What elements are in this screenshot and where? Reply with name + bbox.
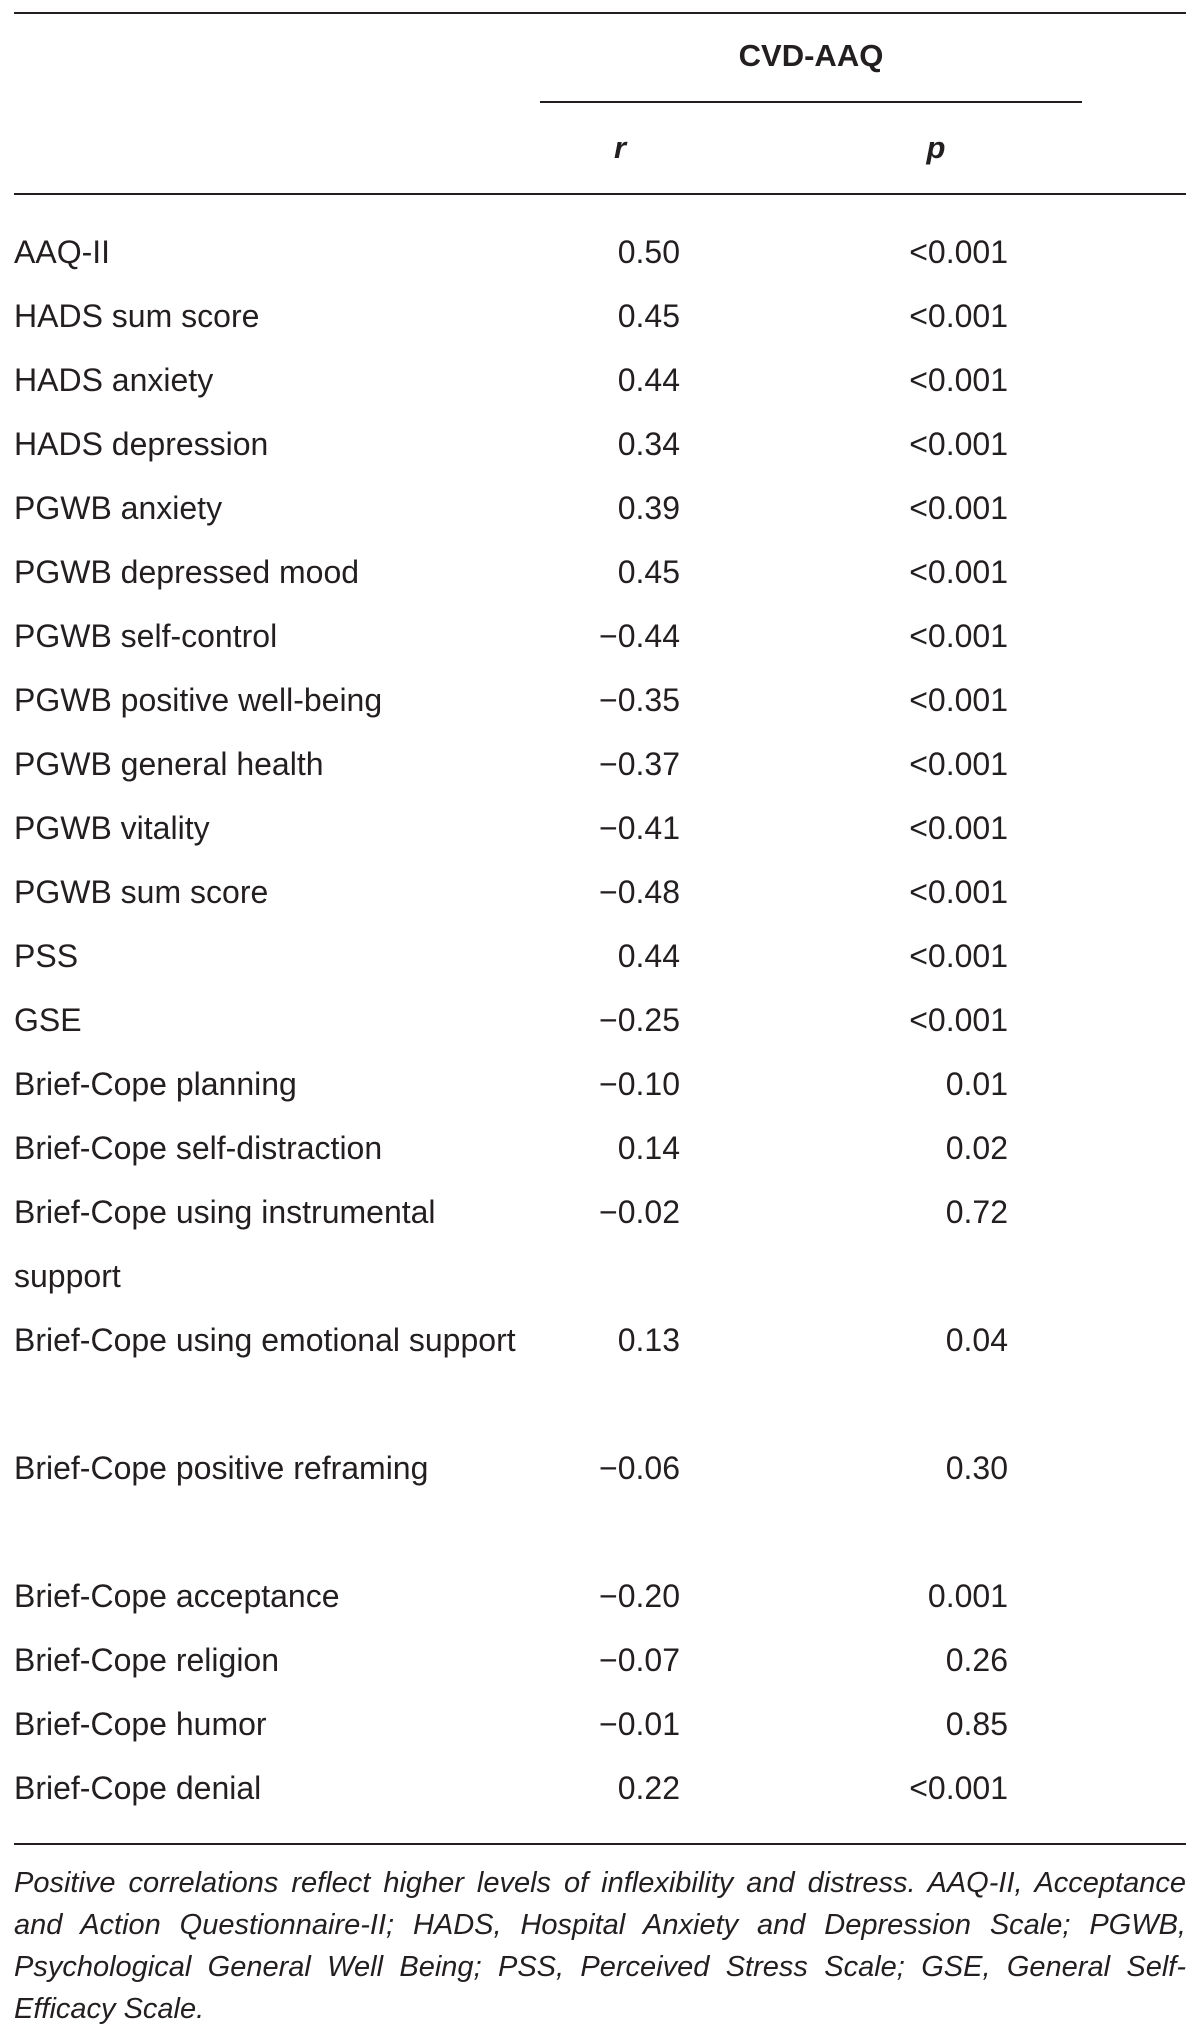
row-label: PGWB depressed mood bbox=[14, 554, 360, 590]
cell-p: 0.02 bbox=[945, 1130, 1008, 1166]
row-label: Brief-Cope denial bbox=[14, 1770, 262, 1806]
cell-r: 0.34 bbox=[617, 426, 680, 462]
cell-p: <0.001 bbox=[909, 938, 1008, 974]
row-label: Brief-Cope planning bbox=[14, 1066, 297, 1102]
table-row: Brief-Cope planning −0.10 0.01 bbox=[0, 1052, 1200, 1116]
table-row: HADS sum score 0.45 <0.001 bbox=[0, 284, 1200, 348]
cell-r: 0.13 bbox=[617, 1322, 680, 1358]
table-row: PSS 0.44 <0.001 bbox=[0, 924, 1200, 988]
cell-r: −0.02 bbox=[599, 1194, 680, 1230]
cell-r: 0.45 bbox=[617, 298, 680, 334]
row-label: PGWB vitality bbox=[14, 810, 210, 846]
table-row: PGWB sum score −0.48 <0.001 bbox=[0, 860, 1200, 924]
table-row: PGWB general health −0.37 <0.001 bbox=[0, 732, 1200, 796]
row-label: Brief-Cope using instrumental support bbox=[14, 1194, 436, 1294]
cell-r: −0.35 bbox=[599, 682, 680, 718]
cell-r: −0.06 bbox=[599, 1450, 680, 1486]
cell-r: 0.44 bbox=[617, 362, 680, 398]
cell-p: <0.001 bbox=[909, 874, 1008, 910]
cell-p: 0.30 bbox=[945, 1450, 1008, 1486]
cell-p: <0.001 bbox=[909, 554, 1008, 590]
cell-p: <0.001 bbox=[909, 682, 1008, 718]
cell-p: <0.001 bbox=[909, 234, 1008, 270]
table-row: GSE −0.25 <0.001 bbox=[0, 988, 1200, 1052]
cell-r: 0.45 bbox=[617, 554, 680, 590]
row-label: Brief-Cope self-distraction bbox=[14, 1130, 383, 1166]
row-label: GSE bbox=[14, 1002, 82, 1038]
cell-r: −0.07 bbox=[599, 1642, 680, 1678]
table-row: Brief-Cope using emotional support 0.13 0.… bbox=[0, 1308, 1200, 1436]
cell-r: 0.22 bbox=[617, 1770, 680, 1806]
row-label: Brief-Cope religion bbox=[14, 1642, 280, 1678]
row-label: HADS sum score bbox=[14, 298, 260, 334]
table-row: PGWB anxiety 0.39 <0.001 bbox=[0, 476, 1200, 540]
row-label: PGWB positive well-being bbox=[14, 682, 383, 718]
cell-p: <0.001 bbox=[909, 490, 1008, 526]
cell-p: <0.001 bbox=[909, 1770, 1008, 1806]
cell-p: <0.001 bbox=[909, 746, 1008, 782]
cell-p: 0.85 bbox=[945, 1706, 1008, 1742]
row-label: PGWB self-control bbox=[14, 618, 278, 654]
cell-r: −0.48 bbox=[599, 874, 680, 910]
table-top-rule bbox=[14, 12, 1186, 14]
header-bottom-rule bbox=[14, 193, 1186, 195]
table-bottom-rule bbox=[14, 1843, 1186, 1845]
table-row: Brief-Cope using instrumental support −0.… bbox=[0, 1180, 1200, 1308]
cell-p: 0.72 bbox=[945, 1194, 1008, 1230]
row-label: PSS bbox=[14, 938, 79, 974]
cell-r: −0.41 bbox=[599, 810, 680, 846]
cell-p: <0.001 bbox=[909, 618, 1008, 654]
row-label: AAQ-II bbox=[14, 234, 111, 270]
group-header: CVD-AAQ bbox=[738, 38, 884, 73]
cell-p: <0.001 bbox=[909, 810, 1008, 846]
table-row: PGWB vitality −0.41 <0.001 bbox=[0, 796, 1200, 860]
cell-p: 0.01 bbox=[945, 1066, 1008, 1102]
cell-r: 0.39 bbox=[617, 490, 680, 526]
table-row: Brief-Cope religion −0.07 0.26 bbox=[0, 1628, 1200, 1692]
group-header-rule bbox=[540, 101, 1082, 103]
table-row: PGWB depressed mood 0.45 <0.001 bbox=[0, 540, 1200, 604]
table-row: AAQ-II 0.50 <0.001 bbox=[0, 220, 1200, 284]
table-row: Brief-Cope positive reframing −0.06 0.30 bbox=[0, 1436, 1200, 1564]
table-body: AAQ-II 0.50 <0.001 HADS sum score 0.45 <0.001… bbox=[0, 220, 1200, 1820]
cell-p: 0.04 bbox=[945, 1322, 1008, 1358]
cell-p: 0.26 bbox=[945, 1642, 1008, 1678]
row-label: HADS depression bbox=[14, 426, 269, 462]
column-header-p: p bbox=[926, 130, 946, 165]
row-label: PGWB anxiety bbox=[14, 490, 223, 526]
row-label: Brief-Cope positive reframing bbox=[14, 1450, 429, 1486]
table-row: PGWB positive well-being −0.35 <0.001 bbox=[0, 668, 1200, 732]
cell-p: <0.001 bbox=[909, 426, 1008, 462]
row-label: Brief-Cope using emotional support bbox=[14, 1322, 516, 1358]
cell-p: <0.001 bbox=[909, 362, 1008, 398]
column-header-r: r bbox=[613, 130, 627, 165]
row-label: Brief-Cope acceptance bbox=[14, 1578, 340, 1614]
cell-r: 0.14 bbox=[617, 1130, 680, 1166]
cell-r: −0.25 bbox=[599, 1002, 680, 1038]
table-row: PGWB self-control −0.44 <0.001 bbox=[0, 604, 1200, 668]
row-label: PGWB general health bbox=[14, 746, 324, 782]
cell-r: −0.10 bbox=[599, 1066, 680, 1102]
row-label: PGWB sum score bbox=[14, 874, 269, 910]
cell-p: <0.001 bbox=[909, 1002, 1008, 1038]
table-footnote: Positive correlations reflect higher lev… bbox=[14, 1867, 1186, 2025]
cell-r: −0.44 bbox=[599, 618, 680, 654]
cell-r: −0.20 bbox=[599, 1578, 680, 1614]
row-label: HADS anxiety bbox=[14, 362, 214, 398]
table-row: Brief-Cope denial 0.22 <0.001 bbox=[0, 1756, 1200, 1820]
table-row: Brief-Cope acceptance −0.20 0.001 bbox=[0, 1564, 1200, 1628]
cell-r: 0.44 bbox=[617, 938, 680, 974]
cell-p: 0.001 bbox=[927, 1578, 1008, 1614]
table-row: Brief-Cope humor −0.01 0.85 bbox=[0, 1692, 1200, 1756]
cell-p: <0.001 bbox=[909, 298, 1008, 334]
row-label: Brief-Cope humor bbox=[14, 1706, 267, 1742]
table-row: HADS anxiety 0.44 <0.001 bbox=[0, 348, 1200, 412]
table-row: HADS depression 0.34 <0.001 bbox=[0, 412, 1200, 476]
cell-r: −0.37 bbox=[599, 746, 680, 782]
cell-r: −0.01 bbox=[599, 1706, 680, 1742]
cell-r: 0.50 bbox=[617, 234, 680, 270]
table-row: Brief-Cope self-distraction 0.14 0.02 bbox=[0, 1116, 1200, 1180]
